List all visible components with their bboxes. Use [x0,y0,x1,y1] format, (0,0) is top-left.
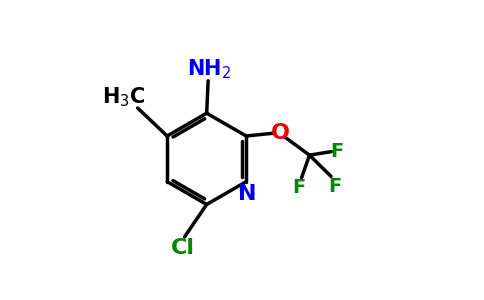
Text: NH$_2$: NH$_2$ [187,58,232,81]
Text: O: O [271,123,289,143]
Text: F: F [328,177,341,196]
Text: H$_3$C: H$_3$C [102,85,145,109]
Text: Cl: Cl [171,238,195,258]
Text: F: F [292,178,306,197]
Text: F: F [330,142,343,161]
Text: N: N [239,184,257,204]
